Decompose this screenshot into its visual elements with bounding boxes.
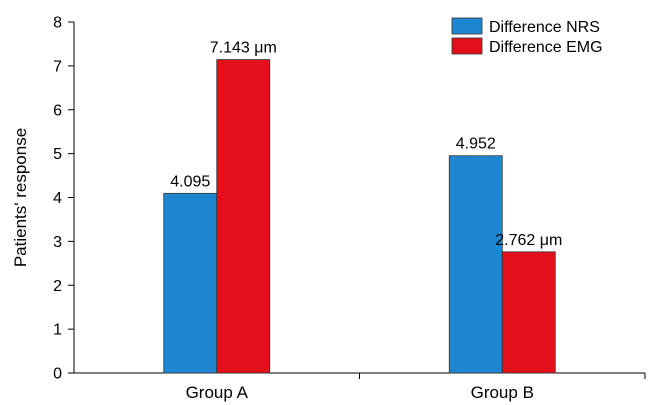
axes [73,22,645,374]
bar-nrs [448,155,503,374]
x-ticks: Group A Group B [186,373,646,402]
y-axis-label: Patients' response [11,128,30,267]
y-tick-label: 0 [53,366,62,383]
data-label: 7.143 μm [210,40,277,57]
bar-emg [216,59,271,374]
y-ticks: 0 1 2 3 4 5 6 7 8 [53,15,74,383]
data-label: 4.095 [170,173,210,190]
data-label: 2.762 μm [495,232,562,249]
legend: Difference NRS Difference EMG [451,17,603,56]
x-tick-label: Group B [471,383,534,402]
bar-emg [501,251,556,374]
bars [163,59,556,374]
y-tick-label: 2 [53,278,62,295]
legend-label: Difference NRS [489,19,600,36]
y-tick-label: 1 [53,322,62,339]
legend-label: Difference EMG [489,39,603,56]
data-label: 4.952 [456,136,496,153]
x-tick-label: Group A [186,383,249,402]
legend-swatch [451,37,483,55]
y-tick-label: 6 [53,102,62,119]
y-tick-label: 5 [53,146,62,163]
bar-nrs [163,192,218,374]
data-labels: 4.095 4.952 7.143 μm 2.762 μm [170,40,562,249]
y-tick-label: 4 [53,190,62,207]
y-tick-label: 8 [53,15,62,32]
legend-swatch [451,17,483,35]
y-tick-label: 7 [53,58,62,75]
y-tick-label: 3 [53,234,62,251]
